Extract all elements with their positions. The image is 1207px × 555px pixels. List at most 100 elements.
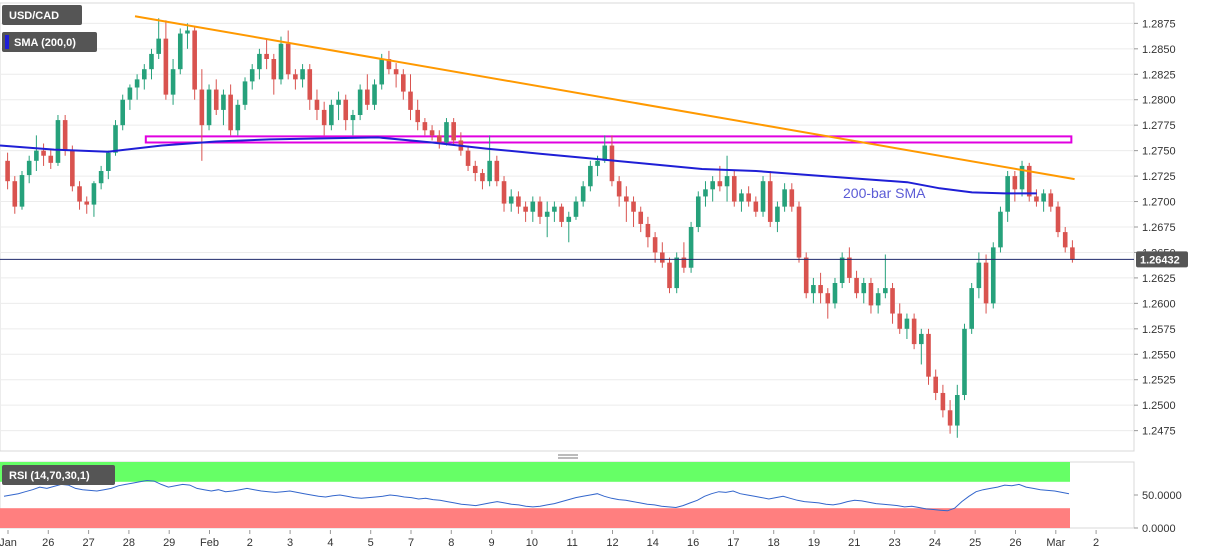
candle	[976, 252, 982, 299]
candle-body	[1048, 193, 1054, 207]
candle	[393, 63, 399, 88]
candle-body	[185, 30, 190, 34]
candle-body	[552, 206, 557, 212]
candle-body	[897, 313, 903, 329]
candle-body	[940, 392, 946, 411]
candle	[1034, 189, 1039, 207]
rsi-legend-badge[interactable]	[2, 465, 115, 485]
candle-body	[350, 115, 356, 121]
candle	[954, 384, 960, 438]
candle-body	[177, 33, 183, 70]
candle-body	[983, 262, 989, 304]
candle	[199, 69, 205, 161]
candle	[1062, 227, 1068, 253]
candle	[695, 191, 701, 233]
candle-body	[141, 69, 147, 80]
x-tick-label: 2	[247, 537, 253, 549]
candle	[206, 84, 212, 131]
candle-body	[1062, 232, 1068, 248]
price-tick-label: 1.2600	[1142, 298, 1176, 310]
candle-body	[134, 79, 140, 88]
candle	[847, 247, 852, 283]
candle-body	[113, 125, 118, 153]
candle-body	[300, 69, 305, 80]
x-tick-label: 24	[929, 537, 941, 549]
candle-body	[34, 150, 39, 161]
candle	[12, 176, 18, 214]
candle	[480, 168, 485, 190]
candle-body	[523, 206, 528, 212]
x-tick-label: 26	[1009, 537, 1021, 549]
panel-splitter-handle[interactable]	[558, 454, 578, 459]
candle-body	[695, 196, 701, 227]
candle-body	[681, 257, 687, 268]
x-tick-label: 4	[327, 537, 333, 549]
candle	[660, 242, 665, 268]
candle-body	[206, 89, 212, 126]
candle	[127, 84, 133, 110]
candle	[1012, 171, 1018, 202]
candle-body	[667, 262, 672, 289]
price-tick-label: 1.2800	[1142, 95, 1176, 107]
x-tick-label: 7	[408, 537, 414, 549]
candle	[624, 186, 629, 222]
candle-body	[127, 87, 133, 100]
price-tick-label: 1.2825	[1142, 69, 1176, 81]
candle-body	[609, 145, 615, 182]
resistance-zone	[144, 135, 1073, 144]
candle-body	[19, 175, 25, 207]
candle-body	[825, 293, 831, 304]
candle-body	[192, 30, 197, 90]
candle-body	[472, 165, 478, 174]
candle	[818, 272, 823, 304]
candle-body	[1019, 165, 1025, 190]
symbol-badge[interactable]	[2, 5, 82, 25]
candle	[652, 232, 658, 263]
candle-body	[566, 216, 572, 222]
price-tick-label: 1.2625	[1142, 273, 1176, 285]
candle-body	[775, 206, 780, 222]
price-axis: 1.2875 1.2850 1.2825 1.2800 1.2775 1.2750 1.27…	[1134, 18, 1176, 438]
candle	[616, 176, 622, 207]
candle	[724, 155, 730, 202]
rsi-tick-label: 50.0000	[1142, 490, 1182, 502]
candle	[566, 211, 572, 243]
candle-body	[911, 318, 917, 345]
candle	[400, 69, 406, 100]
candle-body	[422, 122, 428, 131]
candle-body	[624, 196, 629, 202]
candle	[494, 155, 500, 187]
candle-body	[379, 59, 385, 85]
candle	[62, 115, 68, 156]
candle-body	[724, 176, 730, 187]
candle	[372, 79, 377, 110]
candle	[674, 252, 680, 294]
candle	[897, 303, 903, 334]
candle	[408, 74, 413, 121]
candle	[5, 152, 10, 190]
candle-body	[70, 150, 75, 187]
x-tick-label: 12	[606, 537, 618, 549]
candle-body	[544, 211, 550, 217]
candle	[875, 288, 881, 314]
last-price-label: 1.26432	[1140, 254, 1180, 266]
candle-body	[465, 150, 471, 166]
candle	[106, 150, 111, 180]
candle	[739, 189, 744, 212]
candle	[221, 89, 226, 126]
candle-body	[98, 171, 104, 184]
price-tick-label: 1.2700	[1142, 197, 1176, 209]
candle-body	[854, 277, 859, 294]
x-tick-label: 29	[163, 537, 175, 549]
sma-legend-badge[interactable]	[2, 32, 97, 52]
x-tick-label: 14	[647, 537, 659, 549]
price-tick-label: 1.2725	[1142, 171, 1176, 183]
candle	[26, 155, 32, 184]
candle	[789, 183, 795, 212]
candle	[48, 148, 54, 169]
candle	[451, 118, 456, 146]
sma-annotation: 200-bar SMA	[843, 185, 926, 201]
candle-body	[883, 288, 888, 294]
candle-body	[120, 99, 126, 126]
